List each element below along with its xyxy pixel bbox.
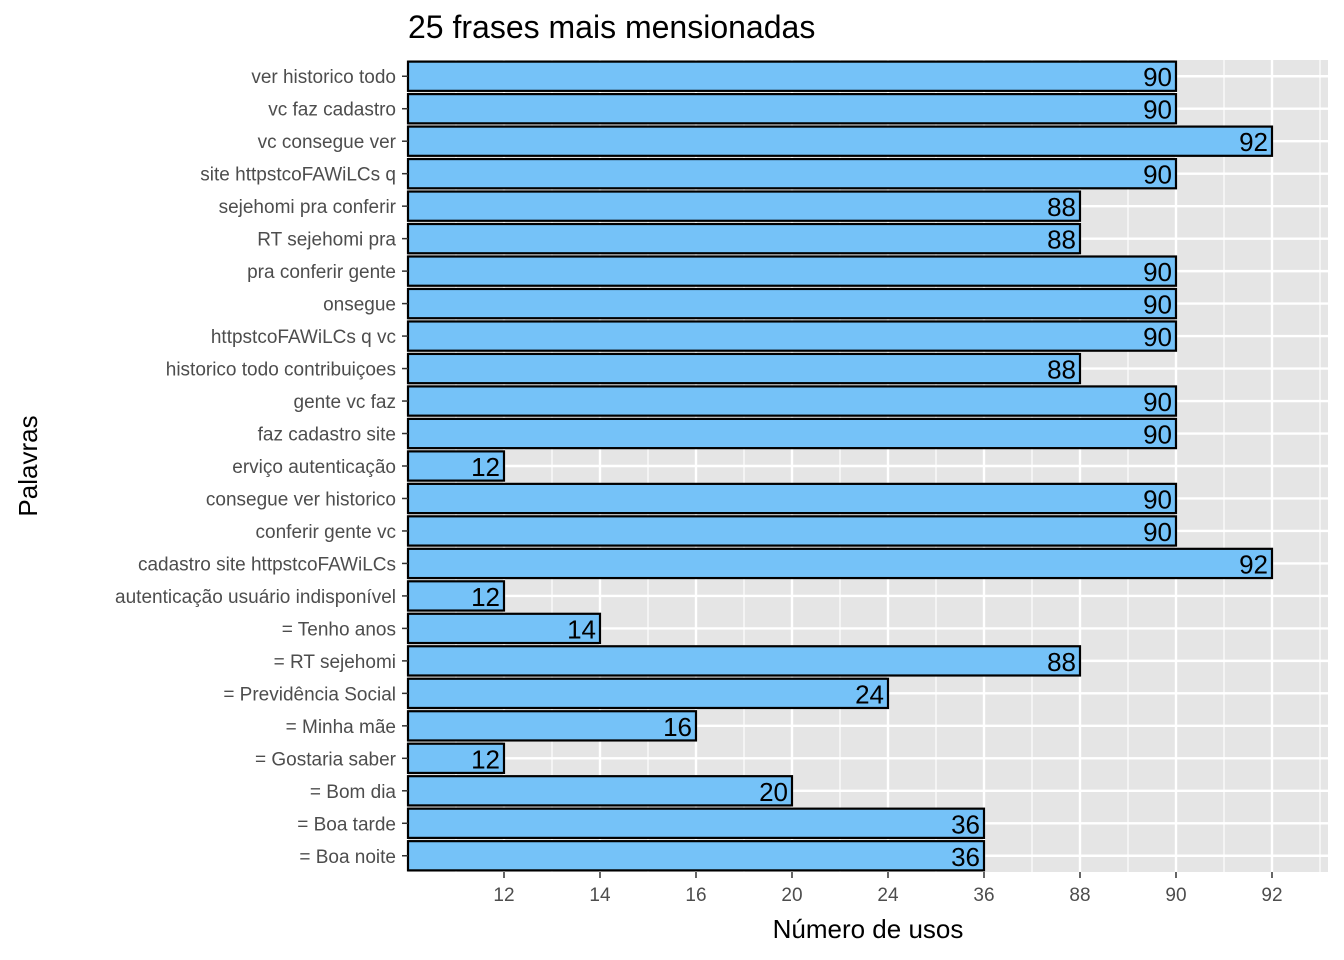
bar-value-label: 14 xyxy=(567,614,596,644)
bar xyxy=(406,450,506,482)
y-tick-label: pra conferir gente xyxy=(247,262,396,283)
bar-value-label: 20 xyxy=(759,777,788,807)
y-tick-label: faz cadastro site xyxy=(258,425,396,446)
y-tick-label: site httpstcoFAWiLCs q xyxy=(200,165,396,186)
bar-value-label: 90 xyxy=(1143,62,1172,92)
bar xyxy=(406,352,1082,385)
bar xyxy=(406,93,1178,125)
y-tick-label: onsegue xyxy=(323,295,396,316)
bar-value-label: 90 xyxy=(1143,257,1172,287)
bar xyxy=(406,677,890,710)
x-tick-label: 36 xyxy=(973,885,994,906)
y-tick-label: httpstcoFAWiLCs q vc xyxy=(211,327,396,348)
bar-value-label: 24 xyxy=(855,679,884,709)
bar-value-label: 90 xyxy=(1143,290,1172,320)
bar xyxy=(406,320,1178,352)
bar-value-label: 90 xyxy=(1143,484,1172,514)
y-tick-labels: ver historico todo vc faz cadastro vc cons… xyxy=(115,67,408,868)
bar xyxy=(406,775,794,807)
y-tick-label: = Previdência Social xyxy=(223,684,396,705)
bar xyxy=(406,60,1178,92)
y-tick-label: = Boa noite xyxy=(299,847,396,868)
x-tick-label: 24 xyxy=(877,885,899,906)
y-tick-label: vc faz cadastro xyxy=(268,100,396,121)
x-tick-label: 12 xyxy=(493,885,514,906)
bar xyxy=(406,742,506,775)
y-tick-label: cadastro site httpstcoFAWiLCs xyxy=(138,554,396,575)
bar-value-label: 88 xyxy=(1047,647,1076,677)
x-tick-label: 16 xyxy=(685,885,706,906)
bar-value-label: 90 xyxy=(1143,420,1172,450)
bar-value-label: 12 xyxy=(471,582,500,612)
bar-value-label: 12 xyxy=(471,452,500,482)
bar xyxy=(406,710,698,742)
x-axis-title: Número de usos xyxy=(773,914,964,944)
x-tick-label: 92 xyxy=(1261,885,1282,906)
bar xyxy=(406,190,1082,222)
bar xyxy=(406,840,986,872)
bar xyxy=(406,222,1082,255)
bar xyxy=(406,645,1082,677)
y-tick-label: vc consegue ver xyxy=(258,132,397,153)
y-tick-label: gente vc faz xyxy=(294,392,396,413)
bar-value-label: 90 xyxy=(1143,387,1172,417)
y-tick-label: = Boa tarde xyxy=(297,814,396,835)
bar-value-label: 90 xyxy=(1143,95,1172,125)
y-tick-label: autenticação usuário indisponível xyxy=(115,587,396,608)
y-tick-label: consegue ver historico xyxy=(206,489,396,510)
y-tick-label: = Gostaria saber xyxy=(255,749,397,770)
bar-value-label: 88 xyxy=(1047,225,1076,255)
x-tick-label: 88 xyxy=(1069,885,1090,906)
x-tick-label: 14 xyxy=(589,885,611,906)
bar-value-label: 90 xyxy=(1143,160,1172,190)
bar-value-label: 36 xyxy=(951,809,980,839)
y-tick-label: conferir gente vc xyxy=(256,522,396,543)
bar xyxy=(406,287,1178,320)
bar xyxy=(406,515,1178,547)
x-tick-label: 90 xyxy=(1165,885,1186,906)
bar-value-label: 16 xyxy=(663,712,692,742)
y-tick-label: = Minha mãe xyxy=(286,717,396,738)
bar-value-label: 88 xyxy=(1047,355,1076,385)
chart-title: 25 frases mais mensionadas xyxy=(408,9,815,45)
y-tick-label: = RT sejehomi xyxy=(274,652,396,673)
y-tick-label: erviço autenticação xyxy=(232,457,396,478)
bar xyxy=(406,417,1178,450)
bar-value-label: 92 xyxy=(1239,549,1268,579)
bar xyxy=(406,385,1178,417)
y-tick-label: historico todo contribuiçoes xyxy=(166,360,396,381)
bar-value-label: 36 xyxy=(951,842,980,872)
y-tick-label: RT sejehomi pra xyxy=(257,230,396,251)
bars: 9090929088889090908890901290909212148824… xyxy=(406,60,1274,872)
bar xyxy=(406,125,1274,157)
bar-value-label: 90 xyxy=(1143,322,1172,352)
bar xyxy=(406,547,1274,580)
bar xyxy=(406,482,1178,515)
y-tick-label: sejehomi pra conferir xyxy=(219,197,397,218)
bar xyxy=(406,255,1178,287)
bar xyxy=(406,612,602,645)
bar-value-label: 12 xyxy=(471,744,500,774)
bar xyxy=(406,807,986,839)
x-tick-label: 20 xyxy=(781,885,802,906)
y-tick-label: = Bom dia xyxy=(310,782,397,803)
x-tick-labels: 12 14 16 20 24 36 88 90 92 xyxy=(493,872,1283,906)
bar-value-label: 88 xyxy=(1047,192,1076,222)
bar xyxy=(406,157,1178,190)
y-tick-label: = Tenho anos xyxy=(282,619,396,640)
y-axis-title: Palavras xyxy=(13,415,43,516)
bar-value-label: 92 xyxy=(1239,127,1268,157)
bar-value-label: 90 xyxy=(1143,517,1172,547)
bar xyxy=(406,580,506,612)
y-tick-label: ver historico todo xyxy=(251,67,396,88)
